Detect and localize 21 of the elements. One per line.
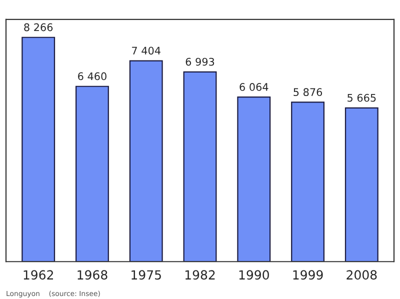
data-label: 5 876 <box>294 88 322 96</box>
bar <box>76 86 109 262</box>
bar <box>129 60 163 262</box>
data-label: 6 460 <box>78 72 106 80</box>
x-tick-label: 1999 <box>293 270 323 280</box>
bar <box>291 102 324 262</box>
bar <box>183 71 217 262</box>
bar <box>22 36 56 262</box>
x-tick-label: 1968 <box>78 270 108 280</box>
data-label: 5 665 <box>348 94 376 102</box>
data-label: 7 404 <box>132 46 160 55</box>
data-label: 6 064 <box>240 83 268 91</box>
x-tick-label: 2008 <box>346 270 377 280</box>
x-tick-label: 1962 <box>24 270 53 280</box>
data-label: 6 993 <box>186 58 214 66</box>
bar <box>237 96 271 262</box>
x-tick-label: 1975 <box>132 270 161 280</box>
x-tick-label: 1990 <box>239 270 269 280</box>
bar <box>344 107 378 262</box>
data-label: 8 266 <box>24 23 53 32</box>
x-tick-label: 1982 <box>185 270 215 280</box>
